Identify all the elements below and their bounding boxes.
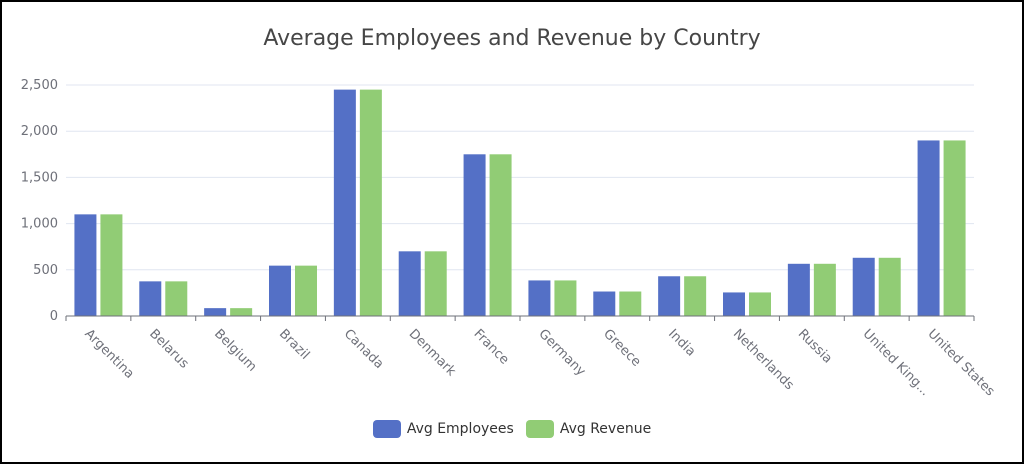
x-tick-label: Greece	[600, 326, 643, 369]
bar-avg-revenue-russia[interactable]	[813, 263, 836, 316]
bar-avg-employees-united-king-[interactable]	[852, 257, 875, 316]
x-tick-label: Canada	[341, 326, 387, 372]
x-tick-label: France	[471, 326, 512, 367]
x-tick-label: Russia	[795, 326, 835, 366]
bar-avg-revenue-brazil[interactable]	[295, 265, 317, 316]
bar-avg-employees-denmark[interactable]	[398, 251, 421, 316]
x-tick-label: Belgium	[211, 326, 259, 374]
bar-avg-employees-germany[interactable]	[528, 280, 551, 316]
bar-avg-employees-belarus[interactable]	[139, 281, 162, 316]
bar-avg-revenue-india[interactable]	[684, 276, 707, 316]
legend-swatch-avg-revenue	[525, 420, 554, 438]
bar-avg-employees-canada[interactable]	[333, 89, 356, 317]
bar-avg-revenue-france[interactable]	[489, 154, 512, 316]
x-tick-label: India	[665, 326, 698, 359]
y-tick-label: 1,000	[21, 217, 58, 232]
chart-title: Average Employees and Revenue by Country	[263, 26, 761, 51]
bar-avg-revenue-united-king-[interactable]	[878, 257, 901, 316]
y-tick-label: 2,000	[21, 124, 58, 139]
x-axis-ticks: Argentina Belarus Belgium Brazil Canada Denma…	[81, 326, 997, 399]
legend: Avg Employees Avg Revenue	[2, 420, 1022, 438]
bar-avg-revenue-united-states[interactable]	[943, 140, 966, 316]
bar-avg-employees-france[interactable]	[463, 154, 486, 316]
x-tick-label: Denmark	[406, 326, 459, 379]
bar-avg-revenue-belgium[interactable]	[230, 308, 253, 316]
x-tick-label: Germany	[535, 326, 588, 379]
legend-label-avg-revenue: Avg Revenue	[559, 421, 652, 437]
legend-label-avg-employees: Avg Employees	[406, 421, 514, 437]
bar-avg-revenue-germany[interactable]	[554, 280, 577, 316]
bar-avg-revenue-greece[interactable]	[619, 291, 642, 316]
legend-item-avg-revenue[interactable]: Avg Revenue	[525, 420, 652, 438]
x-axis	[65, 315, 975, 321]
y-tick-label: 500	[33, 263, 58, 278]
bar-avg-employees-united-states[interactable]	[917, 140, 940, 316]
bars[interactable]	[74, 89, 966, 317]
bar-avg-employees-brazil[interactable]	[269, 265, 291, 316]
bar-avg-employees-belgium[interactable]	[204, 308, 227, 316]
x-tick-label: Brazil	[276, 326, 312, 362]
x-tick-label: Netherlands	[730, 326, 797, 393]
bar-avg-revenue-denmark[interactable]	[424, 251, 447, 316]
bar-avg-employees-greece[interactable]	[593, 291, 616, 316]
bar-avg-revenue-argentina[interactable]	[100, 214, 123, 316]
bar-avg-revenue-netherlands[interactable]	[749, 292, 771, 316]
legend-item-avg-employees[interactable]: Avg Employees	[372, 420, 514, 438]
x-tick-label: United States	[925, 326, 998, 399]
x-tick-label: Argentina	[81, 326, 136, 381]
y-axis-ticks: 0 500 1,000 1,500 2,000 2,500	[21, 78, 58, 324]
x-tick-label: United King...	[860, 326, 933, 399]
x-tick-label: Belarus	[146, 326, 191, 371]
legend-swatch-avg-employees	[372, 420, 401, 438]
bar-avg-employees-india[interactable]	[658, 276, 681, 316]
bar-avg-employees-netherlands[interactable]	[723, 292, 745, 316]
bar-avg-employees-argentina[interactable]	[74, 214, 97, 316]
y-tick-label: 0	[50, 309, 58, 324]
gridlines	[66, 84, 974, 271]
bar-avg-employees-russia[interactable]	[787, 263, 810, 316]
y-tick-label: 1,500	[21, 170, 58, 185]
bar-avg-revenue-belarus[interactable]	[165, 281, 188, 316]
y-tick-label: 2,500	[21, 78, 58, 93]
bar-avg-revenue-canada[interactable]	[359, 89, 382, 317]
